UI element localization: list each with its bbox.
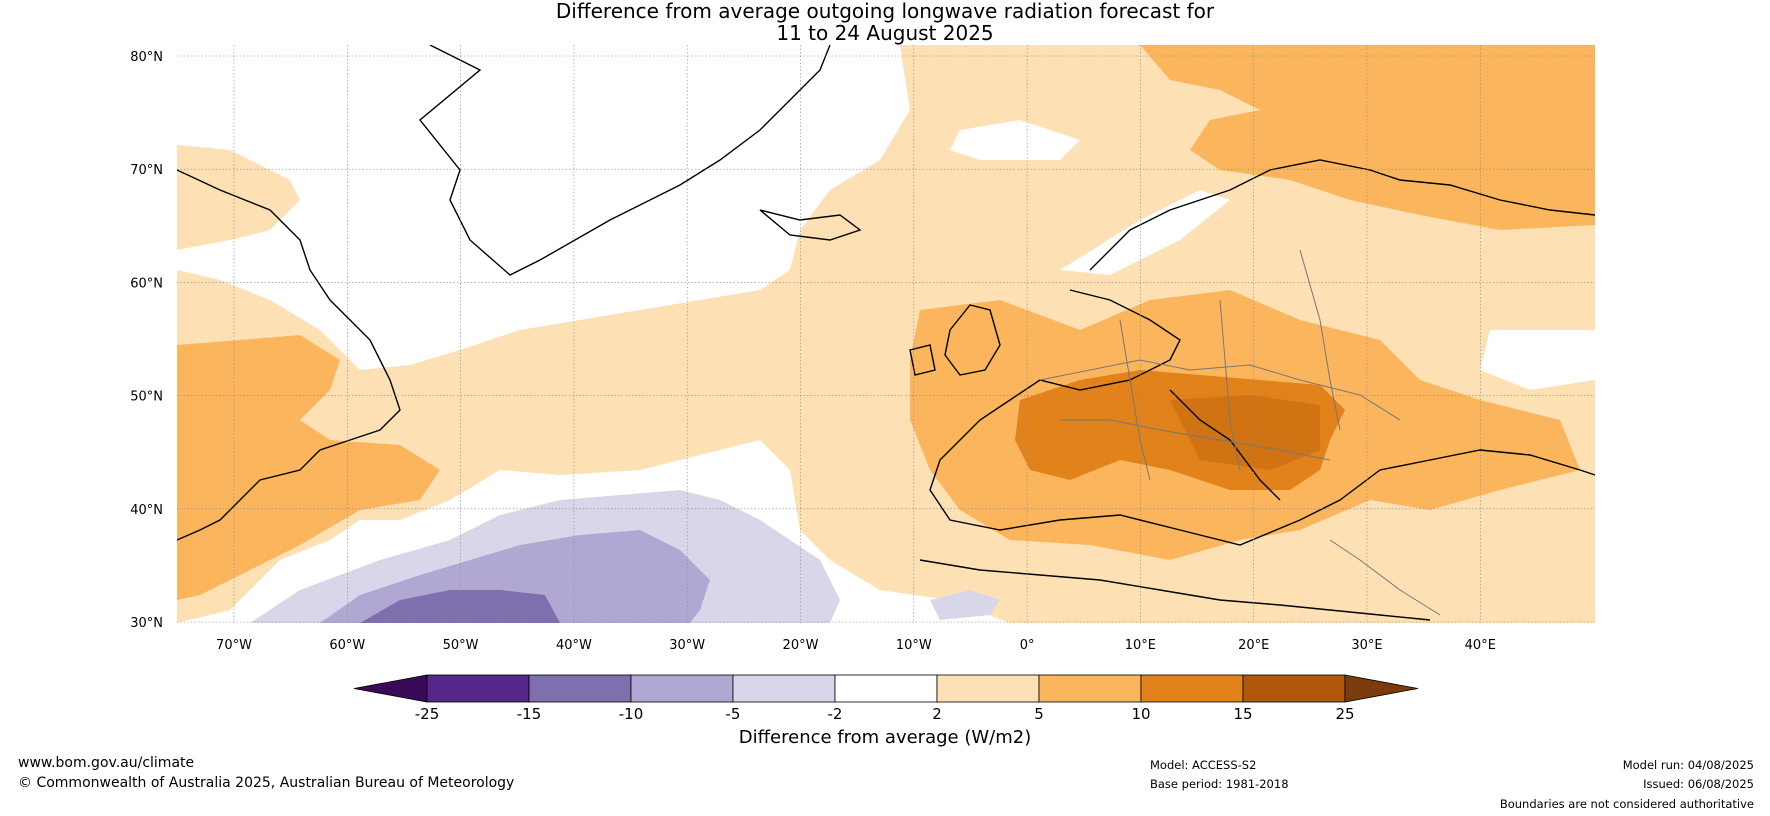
colorbar-extend-max xyxy=(1344,674,1419,703)
longitude-label: 0° xyxy=(1020,638,1035,653)
website-link[interactable]: www.bom.gov.au/climate xyxy=(18,755,195,771)
latitude-label: 40°N xyxy=(130,503,163,518)
colorbar-bin xyxy=(936,674,1040,703)
colorbar: -25 -15 -10 -5 -2 2 5 10 15 25 xyxy=(353,674,1419,723)
anomaly-region-darker-orange xyxy=(1170,395,1320,470)
latitude-label: 60°N xyxy=(130,276,163,291)
longitude-label: 40°E xyxy=(1465,638,1496,653)
model-text: Model: ACCESS-S2 xyxy=(1150,758,1257,772)
longitude-label: 10°E xyxy=(1125,638,1156,653)
country-borders xyxy=(1039,249,1441,616)
colorbar-bin xyxy=(1038,674,1142,703)
longitude-label: 70°W xyxy=(216,638,252,653)
colorbar-tick-label: -2 xyxy=(828,705,843,723)
anomaly-region-dark-orange xyxy=(1015,370,1345,490)
base-period-text: Base period: 1981-2018 xyxy=(1150,777,1289,791)
longitude-label: 60°W xyxy=(329,638,365,653)
colorbar-tick-label: 25 xyxy=(1335,705,1354,723)
copyright-text: © Commonwealth of Australia 2025, Austra… xyxy=(18,775,515,791)
disclaimer-text: Boundaries are not considered authoritat… xyxy=(1499,797,1754,811)
longitude-label: 20°E xyxy=(1238,638,1269,653)
map-title-line1: Difference from average outgoing longwav… xyxy=(555,0,1215,23)
latitude-label: 50°N xyxy=(130,390,163,405)
colorbar-tick-label: -10 xyxy=(619,705,644,723)
anomaly-region-light-purple-atlantic xyxy=(930,590,1000,620)
anomaly-region-neutral-norway xyxy=(1060,190,1230,275)
longitude-label: 50°W xyxy=(443,638,479,653)
latitude-label: 80°N xyxy=(130,50,163,65)
colorbar-bin xyxy=(528,674,632,703)
colorbar-bin xyxy=(1242,674,1346,703)
longitude-labels: 70°W 60°W 50°W 40°W 30°W 20°W 10°W 0° 10°E 20°E 30… xyxy=(216,638,1496,653)
map-title-line2: 11 to 24 August 2025 xyxy=(776,21,994,45)
latitude-label: 70°N xyxy=(130,163,163,178)
anomaly-region-dark-purple xyxy=(360,590,560,623)
colorbar-bin xyxy=(1140,674,1244,703)
longitude-label: 10°W xyxy=(896,638,932,653)
colorbar-tick-label: -25 xyxy=(415,705,440,723)
colorbar-tick-label: 2 xyxy=(932,705,942,723)
colorbar-bin xyxy=(426,674,530,703)
colorbar-extend-min xyxy=(353,674,428,703)
model-run-text: Model run: 04/08/2025 xyxy=(1622,758,1754,772)
colorbar-label: Difference from average (W/m2) xyxy=(738,727,1032,748)
latitude-label: 30°N xyxy=(130,616,163,631)
colorbar-bin xyxy=(630,674,734,703)
colorbar-tick-label: -15 xyxy=(517,705,542,723)
colorbar-bin xyxy=(834,674,938,703)
colorbar-tick-label: -5 xyxy=(726,705,741,723)
issued-text: Issued: 06/08/2025 xyxy=(1643,777,1754,791)
colorbar-tick-label: 10 xyxy=(1131,705,1150,723)
map-field xyxy=(177,45,1595,623)
coastlines xyxy=(177,45,1595,621)
longitude-label: 20°W xyxy=(783,638,819,653)
anomaly-region-neutral xyxy=(950,120,1080,160)
colorbar-tick-label: 15 xyxy=(1233,705,1252,723)
longitude-label: 30°E xyxy=(1351,638,1382,653)
anomaly-region-neutral-east xyxy=(1480,330,1595,390)
colorbar-bin xyxy=(732,674,836,703)
longitude-label: 30°W xyxy=(669,638,705,653)
colorbar-tick-label: 5 xyxy=(1034,705,1044,723)
longitude-label: 40°W xyxy=(556,638,592,653)
latitude-labels: 80°N 70°N 60°N 50°N 40°N 30°N xyxy=(130,50,163,631)
anomaly-region-orange-west xyxy=(177,335,440,600)
